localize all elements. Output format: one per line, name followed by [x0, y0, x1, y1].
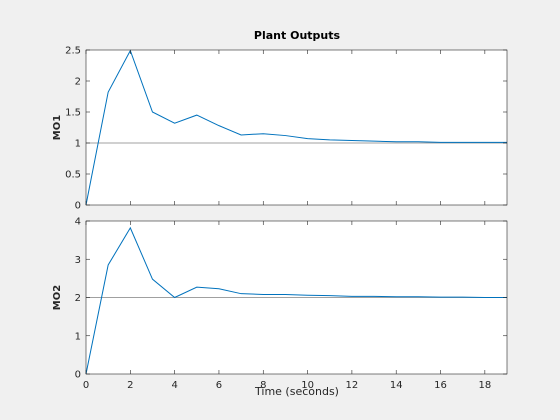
mo2-y-tick-label: 3 — [75, 255, 81, 266]
mo1-axes-frame — [85, 49, 508, 206]
mo2-y-tick-label: 2 — [75, 293, 81, 304]
mo2-series-line — [85, 226, 507, 375]
mo2-x-tick-label: 8 — [260, 380, 266, 391]
mo1-y-axis-label: MO1 — [52, 115, 63, 140]
mo2-x-tick-label: 10 — [301, 380, 314, 391]
mo2-y-tick-label: 4 — [75, 217, 81, 228]
mo2-x-tick-label: 6 — [216, 380, 222, 391]
mo1-y-tick-label: 0.5 — [65, 170, 81, 181]
mo1-y-tick-label: 2 — [75, 77, 81, 88]
mo2-y-tick-label: 1 — [75, 331, 81, 342]
mo2-x-tick-label: 16 — [434, 380, 447, 391]
mo1-y-tick-label: 2.5 — [65, 46, 81, 57]
x-axis-label: Time (seconds) — [254, 385, 339, 398]
mo1-subplot: 0 0.5 1 1.5 2 2.5 MO1 — [52, 46, 508, 212]
mo2-x-tick-label: 14 — [390, 380, 403, 391]
mo2-y-tick-label: 0 — [75, 370, 81, 381]
mo2-x-tick-label: 4 — [171, 380, 177, 391]
mo1-plot-area — [86, 50, 507, 205]
mo2-x-tick-label: 2 — [127, 380, 133, 391]
mo1-y-tick-label: 0 — [75, 201, 81, 212]
mo2-x-tick-label: 12 — [346, 380, 359, 391]
mo1-series-line — [85, 49, 507, 206]
chart-title: Plant Outputs — [254, 29, 341, 42]
mo2-y-axis-label: MO2 — [52, 285, 63, 310]
mo2-x-tick-label: 0 — [83, 380, 89, 391]
mo1-y-tick-label: 1 — [75, 139, 81, 150]
mo2-x-tick-label: 18 — [478, 380, 491, 391]
mo1-y-tick-label: 1.5 — [65, 108, 81, 119]
